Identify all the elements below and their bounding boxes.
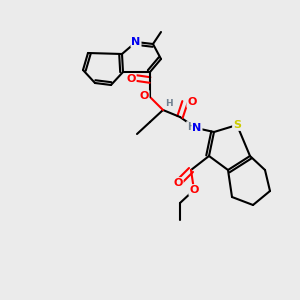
Text: O: O [126,74,136,84]
Text: O: O [139,91,149,101]
Text: O: O [173,178,183,188]
Text: H: H [187,122,195,132]
Text: S: S [233,120,241,130]
Text: N: N [131,37,141,47]
Text: N: N [192,123,202,133]
Text: O: O [189,185,199,195]
Text: H: H [165,98,173,107]
Text: O: O [187,97,197,107]
